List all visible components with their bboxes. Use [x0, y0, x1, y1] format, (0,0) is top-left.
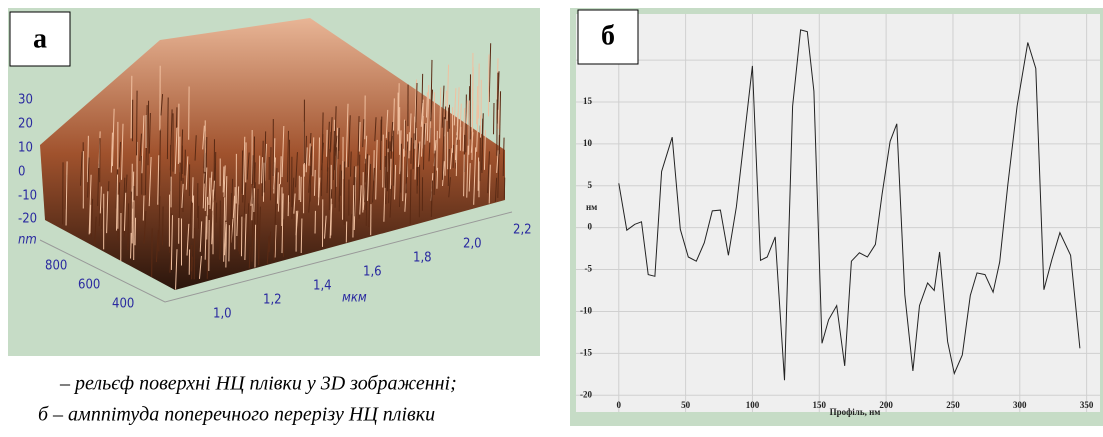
x-tick-label: 1,4 — [313, 279, 332, 294]
z-unit: nm — [18, 233, 37, 248]
x-tick-label: 2,2 — [513, 223, 532, 238]
x-tick-label: 1,0 — [213, 307, 232, 322]
x-axis-label: Профіль, нм — [830, 407, 881, 417]
x-tick-label: 350 — [1080, 400, 1094, 410]
surface-spike — [178, 104, 179, 164]
surface-spike — [411, 138, 412, 164]
z-tick-label: -10 — [18, 189, 37, 204]
y-tick-label: 0 — [588, 222, 593, 232]
x-tick-label: 300 — [1013, 400, 1027, 410]
y-tick-label: 400 — [112, 297, 134, 312]
x-tick-label: 1,2 — [263, 293, 282, 308]
surface-spike — [223, 166, 224, 192]
z-tick-label: 0 — [18, 165, 25, 180]
surface-spike — [329, 149, 330, 210]
y-tick-label: 15 — [583, 96, 593, 106]
surface-spike — [280, 156, 281, 184]
surface-spike — [398, 83, 399, 130]
surface-spike — [229, 225, 230, 261]
surface-spike — [350, 152, 351, 177]
panel-label: а — [33, 23, 47, 54]
surface-spike — [431, 191, 432, 211]
y-tick-label: 800 — [45, 259, 67, 274]
y-tick-label: 10 — [583, 138, 593, 148]
surface-spike — [339, 128, 340, 151]
x-tick-label: 50 — [681, 400, 691, 410]
caption: б – амппітуда поперечного перерізу НЦ пл… — [38, 404, 435, 426]
plot-area — [576, 14, 1100, 412]
y-axis-label: нм — [586, 202, 597, 212]
x-tick-label: 2,0 — [463, 237, 482, 252]
surface-spike — [259, 156, 260, 185]
x-tick-label: 1,8 — [413, 251, 432, 266]
y-tick-label: 5 — [588, 180, 593, 190]
surface-spike — [135, 218, 136, 246]
surface-spike — [383, 135, 384, 188]
surface-spike — [437, 131, 438, 171]
surface-spike — [479, 63, 480, 118]
surface-spike — [179, 163, 180, 218]
x-unit: мкм — [342, 291, 367, 306]
surface-spike — [327, 130, 328, 157]
surface-spike — [359, 122, 360, 152]
surface-spike — [192, 177, 193, 202]
y-tick-label: -10 — [580, 306, 592, 316]
surface-spike — [176, 107, 177, 127]
caption: – рельєф поверхні НЦ плівки у 3D зображе… — [59, 373, 457, 395]
surface-spike — [162, 206, 163, 245]
x-tick-label: 1,6 — [363, 265, 382, 280]
z-tick-label: 30 — [18, 93, 33, 108]
surface-spike — [255, 225, 256, 268]
surface-spike — [231, 193, 232, 239]
surface-spike — [437, 168, 438, 189]
surface-spike — [148, 101, 149, 165]
surface-spike — [464, 154, 465, 196]
surface-spike — [469, 100, 470, 154]
y-tick-label: -15 — [580, 347, 592, 357]
surface-spike — [136, 91, 137, 156]
x-tick-label: 100 — [746, 400, 760, 410]
surface-spike — [254, 188, 255, 212]
x-tick-label: 0 — [617, 400, 622, 410]
surface-spike — [270, 147, 271, 200]
x-tick-label: 150 — [813, 400, 827, 410]
surface-spike — [388, 152, 389, 189]
y-tick-label: 600 — [78, 278, 100, 293]
surface-spike — [143, 196, 144, 221]
x-tick-label: 200 — [879, 400, 893, 410]
z-tick-label: -20 — [18, 212, 37, 227]
panel-label: б — [601, 20, 615, 51]
surface-spike — [390, 159, 391, 189]
y-tick-label: -20 — [580, 389, 592, 399]
surface-spike — [128, 203, 129, 250]
y-tick-label: -5 — [585, 264, 593, 274]
x-tick-label: 250 — [946, 400, 960, 410]
surface-spike — [193, 195, 194, 238]
z-tick-label: 10 — [18, 141, 33, 156]
z-tick-label: 20 — [18, 117, 33, 132]
